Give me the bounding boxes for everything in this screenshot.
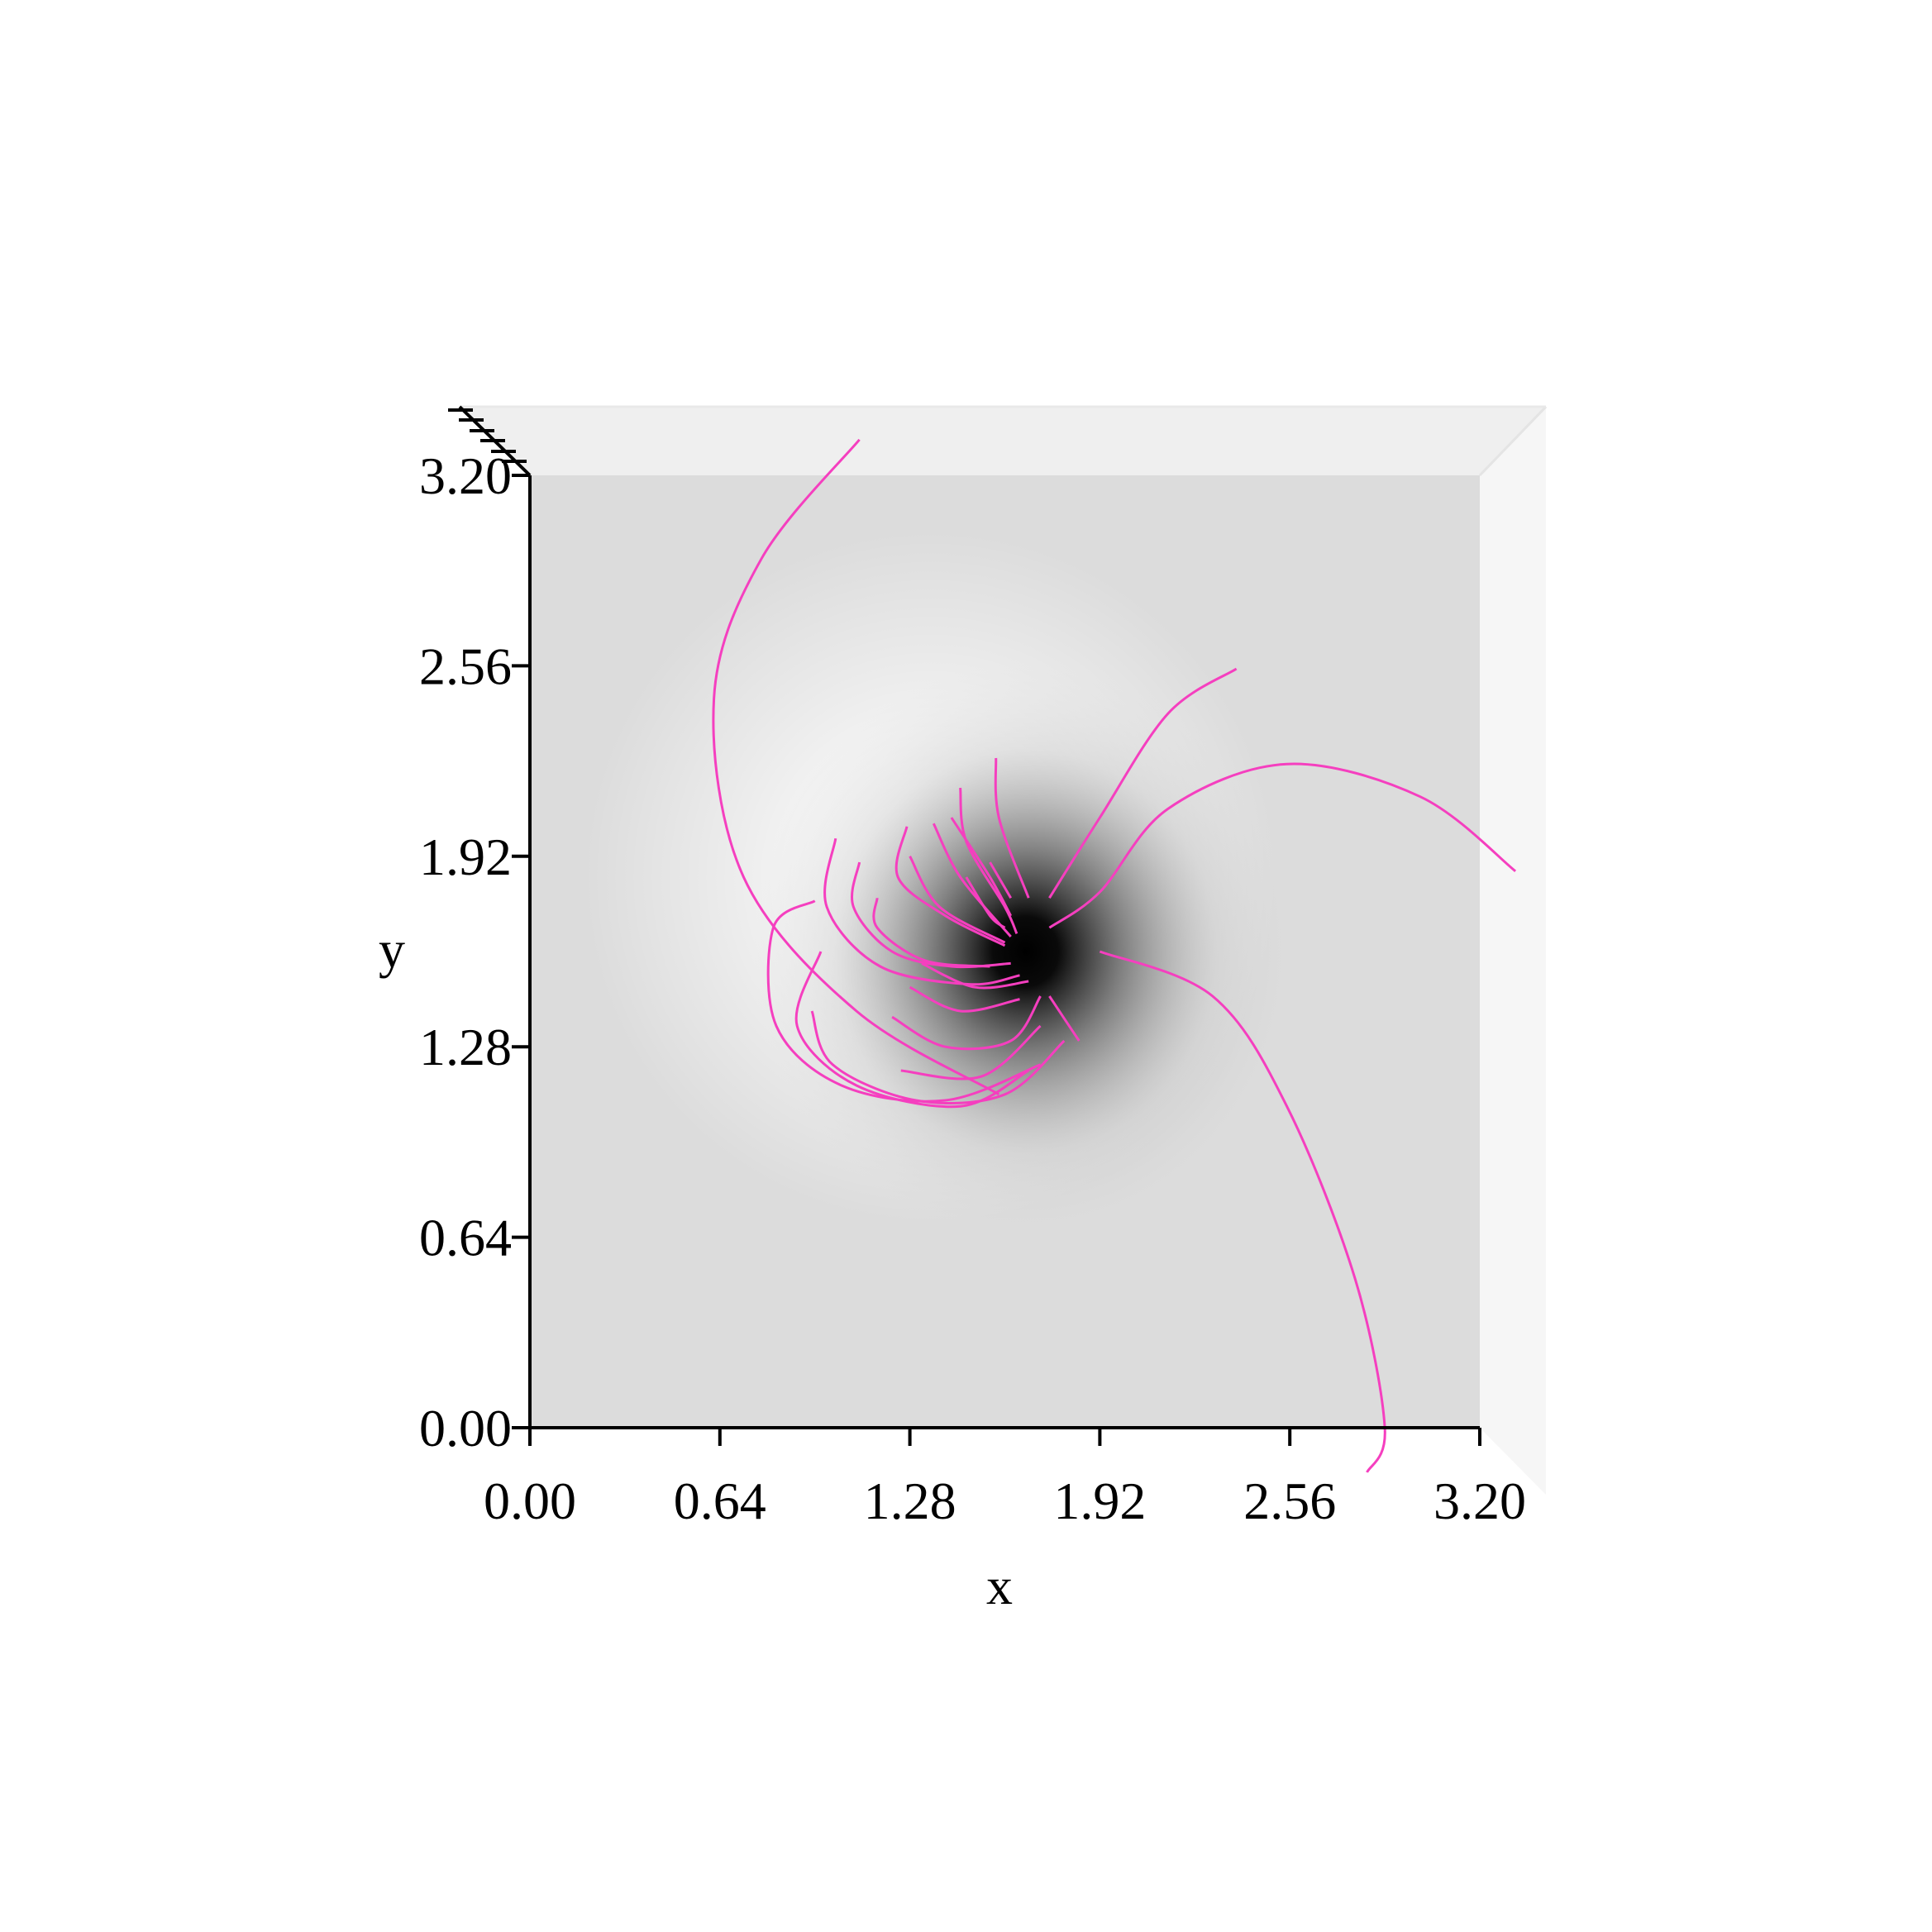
streamline — [959, 787, 1018, 935]
streamline — [994, 757, 1030, 899]
y-tick-label: 2.56 — [419, 637, 512, 695]
streamline — [1099, 950, 1386, 1473]
z-axis-ticks — [448, 405, 532, 477]
y-tick-label: 3.20 — [419, 446, 512, 505]
y-tick-label: 1.92 — [419, 828, 512, 886]
streamline — [894, 826, 1006, 947]
y-tick-label: 0.64 — [419, 1209, 512, 1267]
y-tick-label: 1.28 — [419, 1018, 512, 1076]
streamline — [909, 856, 1006, 944]
x-axis-ticks: 0.00 0.64 1.28 1.92 2.56 3.20 — [484, 1428, 1526, 1530]
streamline — [950, 817, 1013, 917]
streamline — [900, 1024, 1042, 1080]
y-axis-label: y — [379, 920, 405, 979]
streamline — [891, 995, 1042, 1051]
x-tick-label: 0.64 — [674, 1472, 766, 1530]
box-edge — [1478, 405, 1548, 477]
box-top-wall — [460, 407, 1546, 475]
x-tick-label: 2.56 — [1243, 1472, 1336, 1530]
box-right-wall — [1480, 407, 1546, 1495]
streamline — [823, 837, 1020, 986]
x-tick-label: 3.20 — [1433, 1472, 1526, 1530]
x-tick-label: 1.28 — [864, 1472, 956, 1530]
streamline — [989, 861, 1012, 899]
streamline — [921, 962, 1029, 990]
y-axis-ticks: 0.00 0.64 1.28 1.92 2.56 3.20 — [419, 446, 530, 1457]
streamline — [712, 438, 1000, 1096]
x-axis-label: x — [986, 1557, 1013, 1615]
streamline — [1048, 667, 1238, 899]
streamline — [872, 898, 990, 968]
plot-area — [530, 475, 1480, 1428]
streamline — [766, 899, 1042, 1103]
heatmap-dark-region — [752, 662, 1299, 1241]
x-tick-label: 0.00 — [484, 1472, 576, 1530]
streamline — [1048, 762, 1517, 929]
streamline — [965, 876, 1006, 929]
streamline — [810, 1010, 1066, 1105]
streamlines — [712, 438, 1517, 1473]
streamline — [909, 985, 1020, 1013]
x-tick-label: 1.92 — [1053, 1472, 1146, 1530]
y-tick-label: 0.00 — [419, 1399, 512, 1457]
streamline — [1048, 995, 1080, 1042]
